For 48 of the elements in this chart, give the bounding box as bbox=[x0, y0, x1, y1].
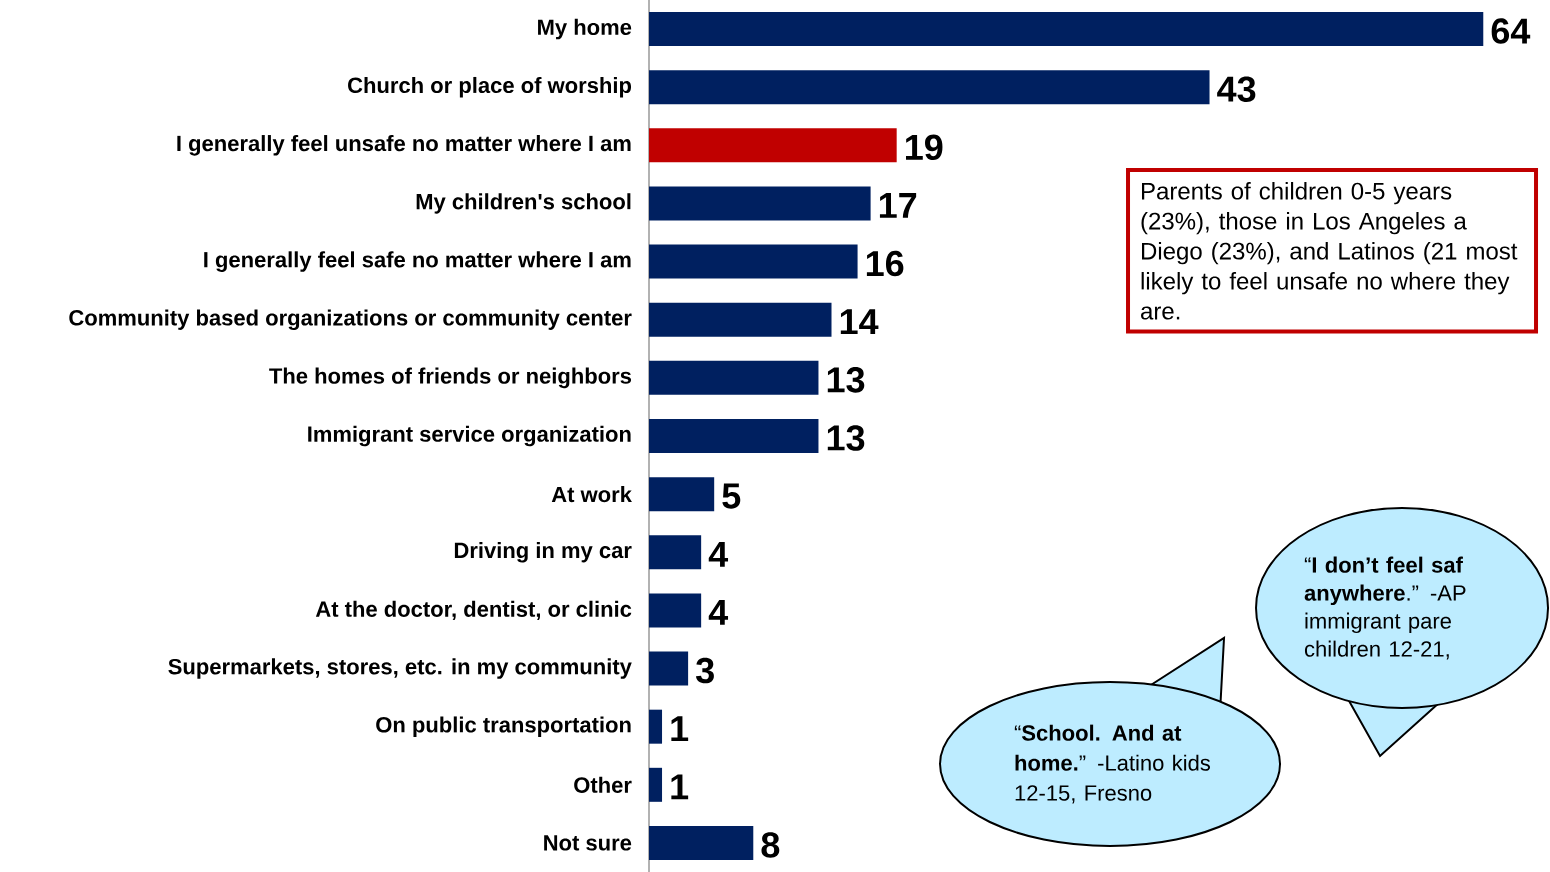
annotation: “School. And at home.” -Latino kids 12-15, Fresno bbox=[1014, 724, 1211, 804]
bar bbox=[649, 535, 702, 570]
data-label: 13 bbox=[827, 425, 865, 451]
data-label: 4 bbox=[708, 600, 729, 625]
bar bbox=[649, 12, 1484, 47]
data-label: 14 bbox=[840, 309, 879, 335]
y-tick-label: My home bbox=[538, 18, 632, 40]
bar bbox=[649, 709, 663, 744]
bar bbox=[649, 244, 858, 279]
bar bbox=[649, 767, 663, 802]
annotation: Parents of children 0-5 years (23%), those in Los Angeles a Diego (23%), and Latinos (21 most likely to feel unsafe no where they are. bbox=[1141, 182, 1518, 320]
data-label: 16 bbox=[866, 250, 904, 277]
y-tick-label: Immigrant service organization bbox=[308, 425, 631, 447]
bar bbox=[649, 360, 819, 395]
y-tick-label: My children's school bbox=[416, 193, 631, 214]
y-tick-label: Driving in my car bbox=[454, 541, 632, 563]
y-tick-label: At work bbox=[551, 486, 632, 503]
data-label: 8 bbox=[761, 832, 780, 858]
data-label: 3 bbox=[696, 657, 714, 684]
data-label: 43 bbox=[1217, 76, 1256, 102]
data-label: 64 bbox=[1491, 18, 1531, 44]
y-tick-label: On public transportation bbox=[376, 716, 631, 737]
data-label: 1 bbox=[671, 716, 689, 742]
bar bbox=[649, 302, 832, 337]
data-label: 1 bbox=[671, 774, 689, 800]
data-label: 17 bbox=[879, 193, 917, 218]
data-label: 13 bbox=[827, 367, 865, 393]
y-tick-label: Other bbox=[574, 776, 632, 793]
bar bbox=[649, 70, 1210, 105]
y-tick-label: I generally feel safe no matter where I am bbox=[204, 251, 631, 272]
y-tick-label: At the doctor, dentist, or clinic bbox=[315, 600, 632, 621]
bar bbox=[649, 128, 897, 163]
bar bbox=[649, 477, 715, 512]
y-tick-label: The homes of friends or neighbors bbox=[269, 367, 632, 389]
data-label: 4 bbox=[708, 541, 729, 567]
y-tick-label: I generally feel unsafe no matter where I am bbox=[177, 135, 631, 156]
data-label: 5 bbox=[722, 483, 741, 509]
data-label: 19 bbox=[906, 134, 943, 161]
bar bbox=[649, 419, 819, 454]
bar bbox=[649, 186, 871, 221]
annotation: “I don’t feel saf anywhere.” -AP immigrant pare children 12-21, bbox=[1304, 556, 1466, 660]
y-tick-label: Not sure bbox=[544, 835, 632, 851]
y-tick-label: Church or place of worship bbox=[348, 76, 632, 98]
bar bbox=[649, 593, 702, 628]
y-tick-label: Supermarkets, stores, etc. in my community bbox=[168, 658, 632, 679]
y-tick-label: Community based organizations or community center bbox=[69, 309, 632, 331]
bar bbox=[649, 651, 689, 686]
bar bbox=[649, 825, 754, 860]
